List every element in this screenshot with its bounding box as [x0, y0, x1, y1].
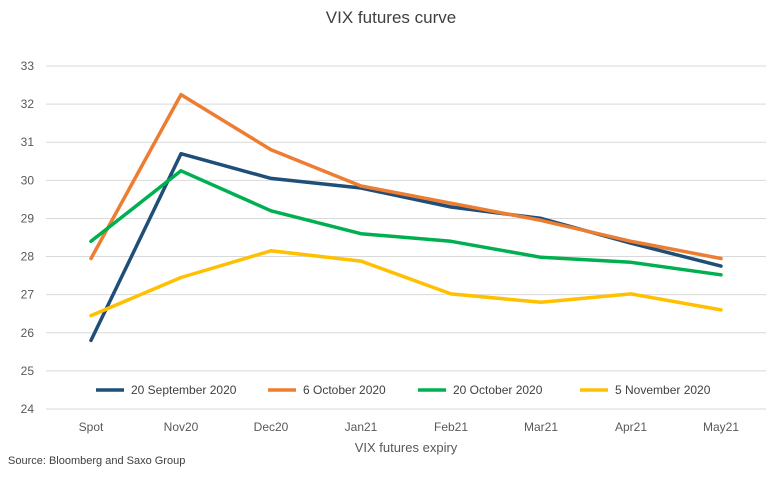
series-line-4 [89, 249, 723, 318]
y-tick-label: 32 [21, 97, 35, 111]
y-tick-label: 29 [21, 211, 35, 225]
x-tick-label: Dec20 [254, 420, 289, 434]
x-tick-label: Nov20 [164, 420, 199, 434]
gridlines [46, 65, 766, 410]
series-line-3 [89, 169, 723, 277]
legend-label: 20 October 2020 [453, 383, 543, 397]
y-tick-label: 24 [21, 402, 35, 416]
y-tick-label: 31 [21, 135, 35, 149]
series-lines [89, 92, 723, 343]
legend-label: 6 October 2020 [303, 383, 386, 397]
x-axis-tick-labels: Spot Nov20 Dec20 Jan21 Feb21 Mar21 Apr21 May21 [79, 420, 740, 434]
x-tick-label: Feb21 [434, 420, 468, 434]
y-axis-tick-labels: 24 25 26 27 28 29 30 31 32 33 [21, 59, 35, 416]
source-note: Source: Bloomberg and Saxo Group [8, 455, 186, 467]
legend-label: 5 November 2020 [615, 383, 711, 397]
y-tick-label: 30 [21, 173, 35, 187]
series-line-1 [89, 151, 723, 343]
y-tick-label: 33 [21, 59, 35, 73]
chart-title: VIX futures curve [325, 8, 457, 27]
y-tick-label: 25 [21, 364, 35, 378]
legend: 20 September 2020 6 October 2020 20 Octobe… [96, 383, 711, 397]
x-tick-label: Jan21 [345, 420, 378, 434]
legend-label: 20 September 2020 [131, 383, 237, 397]
x-tick-label: May21 [703, 420, 739, 434]
x-tick-label: Apr21 [615, 420, 647, 434]
y-tick-label: 26 [21, 326, 35, 340]
y-tick-label: 28 [21, 250, 35, 264]
series-line-2 [89, 92, 723, 261]
x-axis-title: VIX futures expiry [355, 440, 458, 455]
y-tick-label: 27 [21, 288, 35, 302]
x-tick-label: Spot [79, 420, 104, 434]
x-tick-label: Mar21 [524, 420, 558, 434]
